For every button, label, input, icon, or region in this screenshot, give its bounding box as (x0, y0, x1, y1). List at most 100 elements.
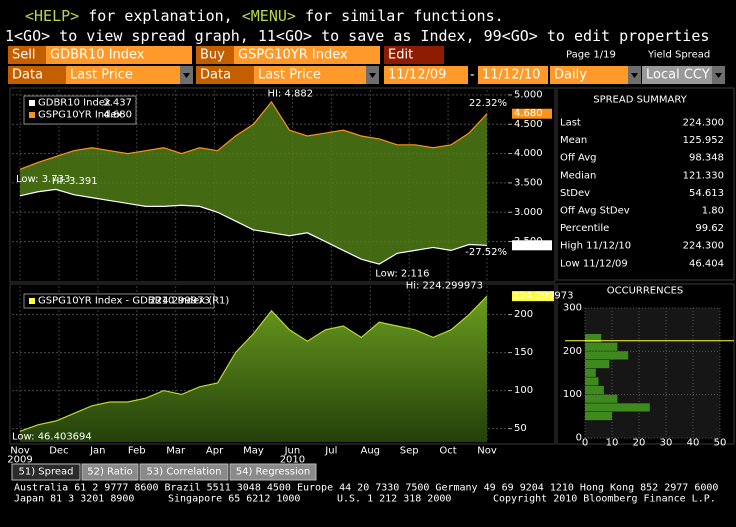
summary-label: Low 11/12/09 (560, 258, 628, 269)
sell-ticker-box[interactable] (46, 46, 192, 64)
edit-button[interactable]: Edit (388, 48, 413, 63)
summary-value: 46.404 (689, 258, 724, 269)
summary-value: 54.613 (689, 188, 724, 199)
tab-label[interactable]: 52) Ratio (87, 467, 132, 478)
y-tick-label: 300 (563, 303, 582, 314)
x-tick-label: Dec (49, 446, 68, 457)
annotation: HI: 3.391 (52, 176, 98, 187)
dropdown-arrow (369, 73, 376, 78)
annotation: Low: 2.116 (375, 269, 429, 280)
last-value-tag (512, 291, 554, 302)
tab[interactable] (229, 463, 317, 481)
y-tick-label: 4.000 (514, 148, 543, 159)
edit-button-box[interactable] (384, 46, 444, 64)
legend-label: GSPG10YR Index (38, 110, 122, 121)
range-separator: - (470, 68, 475, 83)
page-number: Page 1/19 (566, 50, 616, 61)
year-label: 2010 (280, 455, 305, 466)
x-tick-label: Nov (10, 446, 30, 457)
period-select[interactable]: Daily (554, 68, 587, 83)
band-fill (20, 101, 487, 265)
panel (556, 87, 735, 281)
dropdown-arrow (715, 73, 722, 78)
x-tick-label: May (243, 446, 264, 457)
x-tick-label: Sep (400, 446, 419, 457)
x-tick-label: 20 (633, 438, 646, 449)
tab[interactable] (139, 463, 229, 481)
sell-label: Sell (12, 48, 35, 63)
currency-select[interactable]: Local CCY (646, 68, 710, 83)
screen-title: Yield Spread (647, 50, 710, 61)
last-value-label: 224.299973 (513, 291, 573, 302)
summary-label: Off Avg (560, 153, 596, 164)
annotation: Hi: 224.299973 (406, 281, 483, 292)
field-select-box[interactable] (254, 66, 366, 84)
summary-label: Off Avg StDev (560, 206, 630, 217)
annotation: HI: 4.882 (267, 88, 313, 99)
histogram-bar (585, 377, 599, 386)
legend-swatch (29, 298, 35, 304)
histogram-bar (585, 386, 604, 395)
annotation: Low: 3.733 (16, 174, 70, 185)
x-tick-label: Jan (89, 446, 105, 457)
histogram-bar (585, 368, 596, 377)
legend-swatch (29, 100, 35, 106)
legend-box (23, 95, 137, 125)
footer-line: Australia 61 2 9777 8600 Brazil 5511 304… (14, 483, 718, 494)
field-select[interactable]: Last Price (258, 68, 321, 83)
data-label: Data (200, 68, 231, 83)
tab[interactable] (81, 463, 139, 481)
buy-ticker[interactable]: GSPG10YR Index (238, 48, 348, 63)
summary-label: StDev (560, 188, 590, 199)
x-tick-label: 30 (660, 438, 673, 449)
summary-value: 125.952 (683, 135, 724, 146)
summary-value: 98.348 (689, 153, 724, 164)
tab[interactable] (11, 463, 81, 481)
sell-label-box (8, 46, 46, 64)
last-value-tag (512, 240, 552, 251)
x-tick-label: Aug (360, 446, 380, 457)
start-date-box[interactable] (384, 66, 468, 84)
last-value-label: 2.437 (514, 240, 543, 251)
change-label: 22.32% (469, 98, 507, 109)
y-tick-label: 200 (563, 346, 582, 357)
sell-ticker[interactable]: GDBR10 Index (50, 48, 145, 63)
tab-label[interactable]: 51) Spread (18, 467, 73, 478)
y-tick-label: 100 (563, 389, 582, 400)
buy-ticker-box[interactable] (234, 46, 380, 64)
help-segment: for similar functions. (296, 7, 504, 25)
histogram-bar (585, 360, 610, 369)
x-tick-label: Feb (128, 446, 146, 457)
x-tick-label: Nov (477, 446, 497, 457)
series-line (19, 295, 488, 432)
field-select-box[interactable] (66, 66, 180, 84)
last-value-tag (512, 108, 552, 119)
help-segment: for explanation, (79, 7, 242, 25)
x-tick-label: Mar (166, 446, 186, 457)
histogram-bar (585, 403, 650, 412)
help-segment: <MENU> (242, 7, 296, 25)
summary-value: 224.300 (683, 118, 724, 129)
histogram-bar (585, 334, 602, 343)
start-date[interactable]: 11/12/09 (388, 68, 446, 83)
dropdown-arrow (631, 73, 638, 78)
y-tick-label: 3.500 (514, 177, 543, 188)
summary-label: Last (560, 118, 581, 129)
x-tick-label: 10 (606, 438, 619, 449)
field-select[interactable]: Last Price (70, 68, 133, 83)
series-line (19, 188, 488, 265)
y-tick-label: 100 (514, 385, 533, 396)
x-tick-label: 40 (687, 438, 700, 449)
tab-label[interactable]: 53) Correlation (147, 467, 222, 478)
period-select-box[interactable] (550, 66, 628, 84)
histogram-bar (585, 412, 612, 421)
y-tick-label: 5.000 (514, 89, 543, 100)
legend-value: 4.680 (103, 110, 132, 121)
end-date[interactable]: 11/12/10 (482, 68, 540, 83)
currency-select-box[interactable] (642, 66, 712, 84)
end-date-box[interactable] (478, 66, 548, 84)
legend-swatch (29, 112, 35, 118)
tab-label[interactable]: 54) Regression (236, 467, 311, 478)
y-tick-label: 200 (514, 309, 533, 320)
occurrences-title: OCCURRENCES (607, 286, 684, 297)
